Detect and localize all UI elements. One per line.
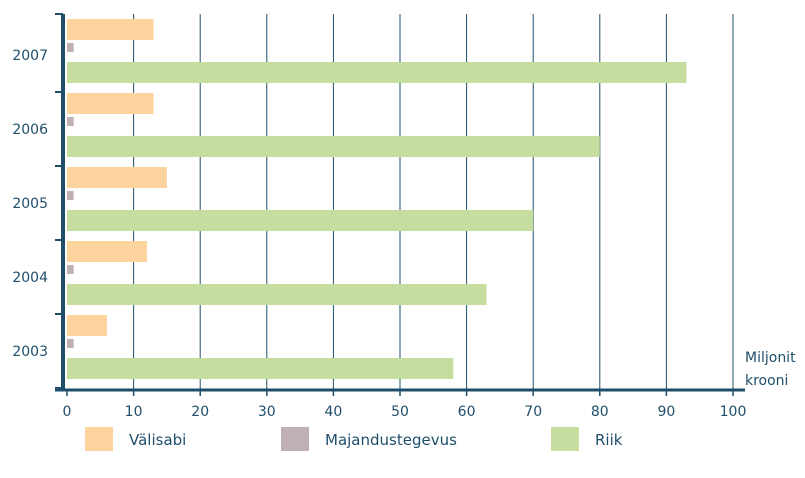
x-tick-label: 20 bbox=[191, 404, 209, 420]
y-tick-label: 2007 bbox=[12, 48, 48, 64]
x-tick-label: 30 bbox=[258, 404, 276, 420]
bar-2003-välisabi bbox=[67, 315, 107, 336]
x-tick-label: 70 bbox=[524, 404, 542, 420]
bar-2006-riik bbox=[67, 136, 600, 157]
x-tick-label: 60 bbox=[458, 404, 476, 420]
y-tick-label: 2004 bbox=[12, 270, 48, 286]
legend-swatch bbox=[281, 427, 309, 451]
bar-2004-majandustegevus bbox=[67, 265, 74, 274]
y-tick-label: 2003 bbox=[12, 344, 48, 360]
bar-2005-riik bbox=[67, 210, 534, 231]
x-tick-label: 0 bbox=[63, 404, 72, 420]
bars bbox=[67, 19, 687, 379]
bar-2004-riik bbox=[67, 284, 487, 305]
legend-label: Välisabi bbox=[129, 431, 186, 449]
x-tick-label: 40 bbox=[324, 404, 342, 420]
legend-label: Majandustegevus bbox=[325, 431, 457, 449]
y-tick-labels: 2007 2006 2005 2004 2003 bbox=[12, 48, 48, 360]
legend: Välisabi Majandustegevus Riik bbox=[85, 427, 623, 451]
bar-2007-riik bbox=[67, 62, 687, 83]
bar-2007-majandustegevus bbox=[67, 43, 74, 52]
bar-2005-majandustegevus bbox=[67, 191, 74, 200]
unit-label-line-2: krooni bbox=[745, 373, 788, 389]
unit-label-line-1: Miljonit bbox=[745, 350, 796, 366]
x-tick-label: 100 bbox=[720, 404, 747, 420]
x-tick-label: 90 bbox=[657, 404, 675, 420]
bar-2005-välisabi bbox=[67, 167, 167, 188]
legend-swatch bbox=[85, 427, 113, 451]
bar-2006-majandustegevus bbox=[67, 117, 74, 126]
x-tick-label: 10 bbox=[125, 404, 143, 420]
bar-2004-välisabi bbox=[67, 241, 147, 262]
bar-2006-välisabi bbox=[67, 93, 154, 114]
bar-2007-välisabi bbox=[67, 19, 154, 40]
x-tick-label: 50 bbox=[391, 404, 409, 420]
legend-swatch bbox=[551, 427, 579, 451]
y-tick-label: 2005 bbox=[12, 196, 48, 212]
axes bbox=[55, 13, 745, 396]
y-tick-label: 2006 bbox=[12, 122, 48, 138]
x-tick-label: 80 bbox=[591, 404, 609, 420]
bar-2003-riik bbox=[67, 358, 454, 379]
legend-label: Riik bbox=[595, 431, 623, 449]
bar-2003-majandustegevus bbox=[67, 339, 74, 348]
x-tick-labels: 0 10 20 30 40 50 60 70 80 90 100 bbox=[63, 404, 747, 420]
